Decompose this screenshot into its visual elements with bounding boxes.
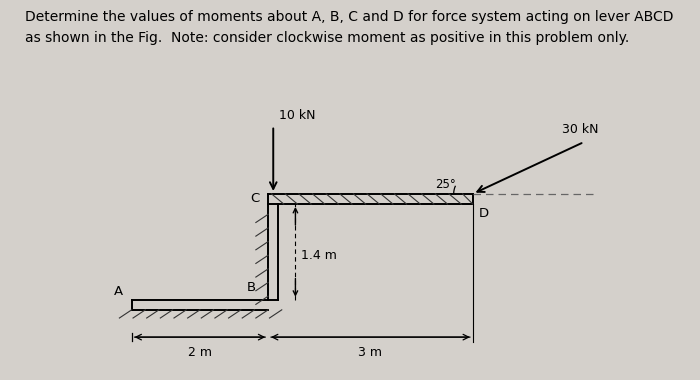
- Text: 3 m: 3 m: [358, 346, 382, 359]
- Text: 30 kN: 30 kN: [563, 124, 599, 136]
- Text: D: D: [478, 207, 489, 220]
- Text: 25°: 25°: [435, 178, 456, 191]
- Text: 1.4 m: 1.4 m: [301, 249, 337, 262]
- Text: as shown in the Fig.  Note: consider clockwise moment as positive in this proble: as shown in the Fig. Note: consider cloc…: [25, 31, 629, 45]
- Text: 2 m: 2 m: [188, 346, 212, 359]
- Text: 10 kN: 10 kN: [279, 109, 315, 122]
- Text: C: C: [251, 192, 260, 206]
- Text: B: B: [246, 281, 256, 294]
- Text: Determine the values of moments about A, B, C and D for force system acting on l: Determine the values of moments about A,…: [25, 10, 673, 24]
- Text: A: A: [114, 285, 123, 298]
